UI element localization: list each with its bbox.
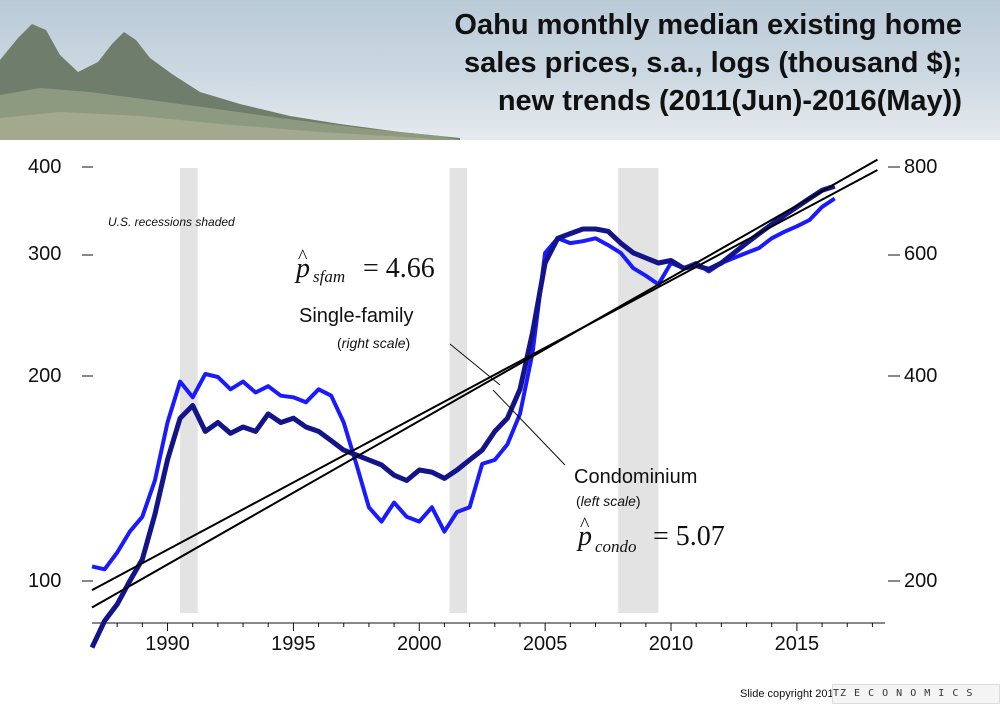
p-condo-value: = 5.07	[653, 521, 725, 552]
trend-lines	[91, 158, 878, 609]
p-condo-formula: p ^ condo = 5.07	[576, 514, 725, 556]
title-line-2: sales prices, s.a., logs (thousand $);	[464, 47, 962, 79]
p-sfam-value: = 4.66	[363, 253, 435, 284]
condo-trend-line	[91, 169, 878, 591]
left-tick-label: 100	[28, 570, 61, 592]
sfam-scale-label: (right scale)	[337, 335, 410, 351]
condo-label: Condominium	[574, 466, 697, 488]
mountain-landscape	[0, 24, 460, 140]
p-condo-subscript: condo	[595, 537, 637, 556]
footer: Slide copyright 2016 TZ E C O N O M I C …	[740, 682, 1000, 706]
sfam-series-line	[89, 183, 836, 649]
recession-note: U.S. recessions shaded	[108, 215, 235, 229]
price-chart: 400 300 200 100 800 600 400 200 1990 1995…	[28, 156, 937, 655]
left-tick-label: 200	[28, 365, 61, 387]
p-sfam-formula: p ^ sfam = 4.66	[294, 246, 435, 286]
x-tick-label: 2015	[775, 633, 820, 655]
copyright-text: Slide copyright 2016	[740, 688, 840, 700]
header-banner: Oahu monthly median existing home sales …	[0, 0, 1000, 140]
sfam-trend-line	[91, 158, 878, 609]
sfam-label: Single-family	[299, 305, 413, 327]
svg-text:^: ^	[580, 514, 590, 536]
x-tick-label: 2005	[523, 633, 568, 655]
condo-scale-label: (left scale)	[576, 493, 641, 509]
title-line-3: new trends (2011(Jun)-2016(May))	[497, 85, 962, 117]
right-tick-label: 400	[904, 365, 937, 387]
right-tick-label: 800	[904, 156, 937, 178]
sfam-pointer	[449, 343, 501, 386]
p-sfam-subscript: sfam	[313, 267, 345, 286]
recession-band	[618, 168, 659, 613]
recession-shading	[180, 168, 659, 613]
condo-pointer	[492, 389, 566, 466]
x-tick-label: 2000	[397, 633, 442, 655]
svg-text:p: p	[576, 521, 592, 552]
data-series	[89, 183, 836, 649]
left-axis: 400 300 200 100	[28, 156, 93, 592]
brand-logo: TZ E C O N O M I C S	[832, 684, 1000, 704]
x-tick-label: 1990	[145, 633, 190, 655]
right-tick-label: 600	[904, 243, 937, 265]
right-axis: 800 600 400 200	[888, 156, 937, 592]
svg-text:p: p	[294, 253, 310, 284]
recession-band	[449, 168, 468, 613]
right-tick-label: 200	[904, 570, 937, 592]
svg-text:^: ^	[298, 246, 308, 268]
x-tick-label: 1995	[271, 633, 316, 655]
left-tick-label: 300	[28, 243, 61, 265]
left-tick-label: 400	[28, 156, 61, 178]
x-tick-label: 2010	[649, 633, 694, 655]
x-axis: 1990 1995 2000 2005 2010 2015	[92, 622, 885, 655]
page-title: Oahu monthly median existing home sales …	[322, 6, 962, 120]
title-line-1: Oahu monthly median existing home	[454, 9, 962, 41]
